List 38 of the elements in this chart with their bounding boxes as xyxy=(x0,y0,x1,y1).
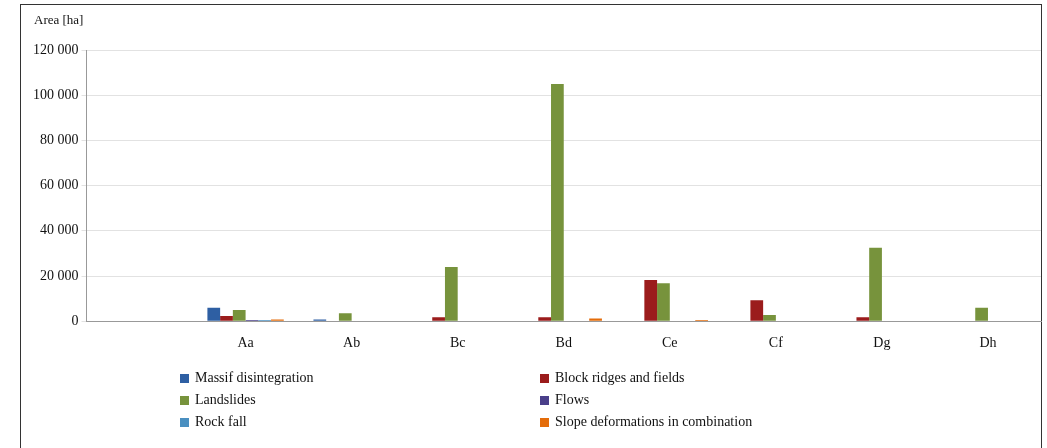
x-tick-label: Cf xyxy=(768,335,784,351)
x-tick-label: Dg xyxy=(873,335,891,351)
bar xyxy=(856,317,870,321)
bar xyxy=(232,309,246,321)
y-tick-label: 60 000 xyxy=(40,177,79,193)
y-tick-label: 100 000 xyxy=(33,86,79,102)
legend-label: Slope deformations in combination xyxy=(555,414,753,430)
bar xyxy=(207,307,221,321)
x-tick-label: Ab xyxy=(343,335,361,351)
bar xyxy=(869,247,882,321)
bar xyxy=(750,300,764,321)
bar xyxy=(644,280,658,321)
x-tick-label: Bc xyxy=(449,335,466,351)
bar xyxy=(338,313,352,321)
legend-label: Flows xyxy=(555,392,590,408)
bar xyxy=(551,83,564,321)
x-tick-label: Bd xyxy=(555,335,572,351)
y-tick-label: 80 000 xyxy=(40,132,79,148)
bar xyxy=(220,316,233,321)
x-tick-label: Ce xyxy=(662,335,678,351)
legend-label: Rock fall xyxy=(195,414,247,430)
legend-label: Massif disintegration xyxy=(195,370,314,386)
bar xyxy=(538,317,552,321)
x-tick-label: Aa xyxy=(237,335,255,351)
bar xyxy=(657,283,670,321)
y-tick-label: 0 xyxy=(71,312,79,328)
y-axis-title: Area [ha] xyxy=(34,12,84,28)
bar xyxy=(975,307,988,321)
bar xyxy=(763,315,776,321)
y-tick-label: 120 000 xyxy=(33,41,79,57)
bar xyxy=(444,266,458,321)
bar xyxy=(589,318,602,321)
x-tick-label: Dh xyxy=(979,335,997,351)
y-tick-label: 20 000 xyxy=(40,267,79,283)
legend-label: Landslides xyxy=(195,392,256,408)
legend-label: Block ridges and fields xyxy=(555,370,685,386)
y-tick-label: 40 000 xyxy=(40,222,79,238)
bar xyxy=(432,317,445,321)
